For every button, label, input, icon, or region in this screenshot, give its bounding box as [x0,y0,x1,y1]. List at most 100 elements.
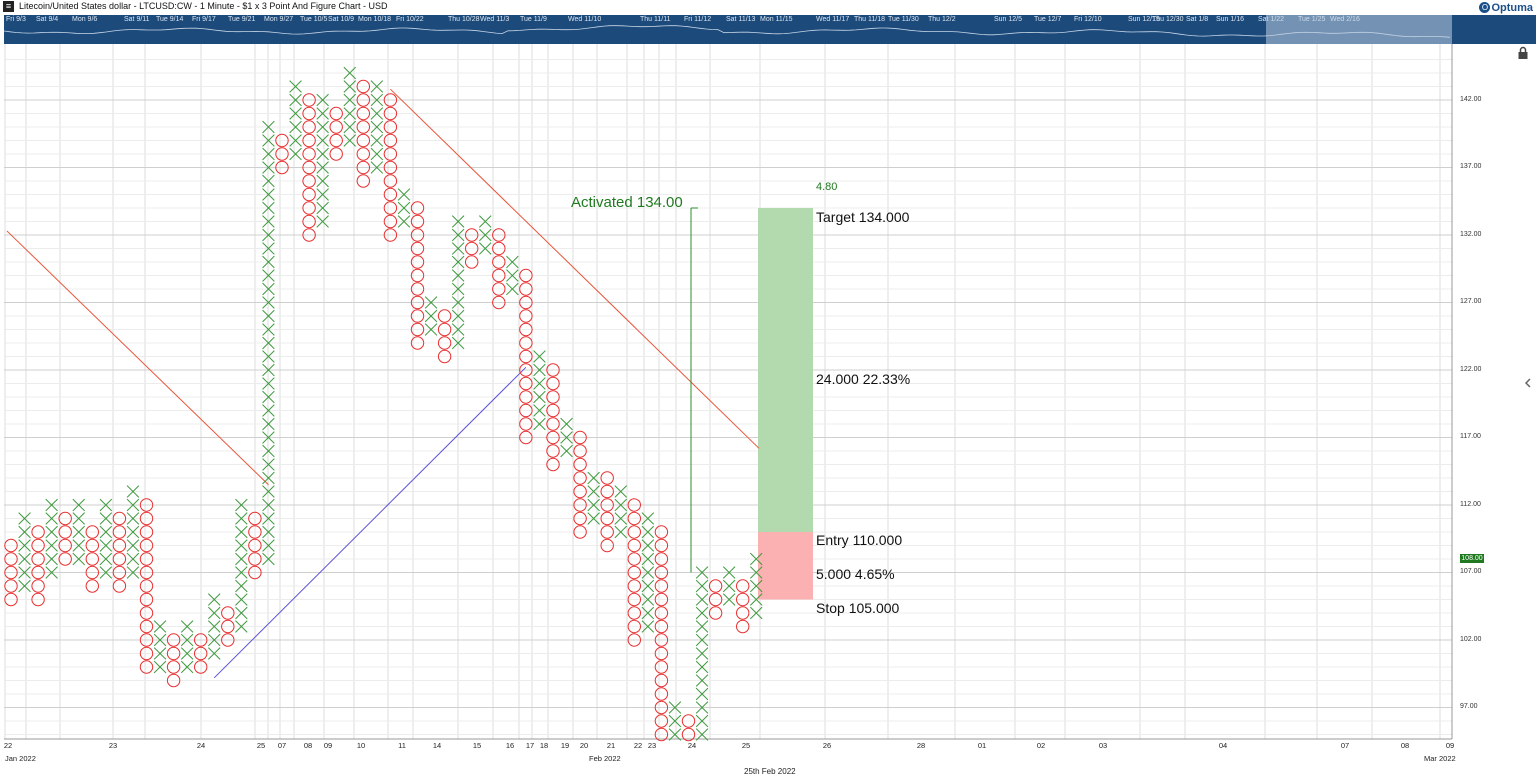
x-mark-stroke [207,647,221,660]
pf-column-x [18,512,31,593]
y-tick-label: 112.00 [1460,500,1481,508]
menu-icon[interactable]: ≡ [3,1,14,12]
o-mark [627,525,641,539]
reward-box [758,208,813,532]
chart-navigator[interactable]: Fri 9/3 Sat 9/4 Mon 9/6 Sat 9/11 Tue 9/14 Fri… [4,15,1452,44]
x-mark [262,242,275,255]
x-mark-stroke [235,539,248,552]
navigator-window[interactable] [1266,15,1452,44]
x-tick-label: 20 [579,741,589,750]
x-mark [451,282,465,296]
x-mark-stroke [370,161,384,174]
x-mark [695,674,709,687]
x-mark-stroke [343,93,357,107]
x-tick-label: 18 [539,741,549,750]
o-mark [654,552,669,566]
pf-column-o [600,471,614,553]
trendlines [6,88,760,679]
x-mark-stroke [695,579,709,593]
pf-column-x [316,93,329,228]
o-mark [221,606,235,620]
pf-column-o [465,228,479,269]
x-mark [451,323,465,336]
navigator-date: Sat 9/4 [36,16,59,23]
x-mark [262,471,275,485]
x-mark-stroke [72,539,86,552]
x-mark-stroke [262,255,275,269]
pf-column-o [681,714,696,742]
x-mark-stroke [478,242,492,255]
x-mark [235,525,248,539]
pf-column-x [397,188,411,228]
o-mark [383,133,398,148]
o-mark [437,349,452,364]
o-mark [410,309,425,323]
o-mark [112,552,127,566]
x-mark [668,728,682,741]
x-mark-stroke [722,579,736,593]
target-label: Target 134.000 [816,209,910,225]
x-mark-stroke [45,566,58,579]
x-mark-stroke [18,539,31,552]
x-mark-stroke [451,296,465,309]
x-mark [316,215,329,228]
pf-column-x [424,296,438,336]
x-mark-stroke [235,566,248,579]
x-mark-stroke [235,498,248,512]
x-mark-stroke [695,606,709,620]
lock-icon[interactable] [1517,46,1529,60]
o-mark [654,673,669,688]
navigator-date: Fri 10/22 [396,16,424,23]
o-mark [654,592,669,607]
o-mark [58,511,72,526]
x-mark [695,728,709,741]
o-mark [410,322,425,337]
o-mark [383,147,398,161]
pf-column-o [708,579,723,620]
activation-line [690,207,698,573]
navigator-date: Wed 11/3 [480,16,510,23]
x-mark-stroke [72,525,86,539]
x-mark-stroke [99,512,113,525]
x-mark [262,377,275,390]
x-tick-label: 08 [1400,741,1410,750]
x-mark-stroke [451,336,465,350]
x-mark-stroke [397,201,411,215]
o-mark [112,538,127,553]
x-mark-stroke [235,579,248,593]
o-mark [654,525,669,539]
x-mark-stroke [695,660,709,674]
o-mark [627,592,641,607]
x-mark [695,579,709,593]
x-tick-label: 02 [1036,741,1046,750]
x-mark [370,120,384,134]
pf-column-x [722,566,736,606]
o-mark [654,646,669,661]
pf-chart[interactable] [0,44,1536,783]
x-mark [262,539,275,552]
navigator-date: Sun 12/19 [1128,16,1160,23]
x-mark [207,620,221,633]
x-mark [614,512,628,525]
x-mark-stroke [506,282,519,296]
chevron-left-icon[interactable] [1524,376,1532,390]
x-mark [262,512,275,525]
pf-column-x [153,620,167,674]
pf-column-o [85,525,100,593]
x-mark [641,539,655,552]
x-mark [289,147,302,161]
x-mark-stroke [370,134,384,147]
pf-column-o [4,538,18,607]
x-mark [72,512,86,525]
pf-column-x [289,80,302,161]
pf-column-x [478,215,492,255]
pf-column-o [383,93,398,242]
x-mark [749,566,763,579]
pf-column-o [519,268,533,445]
o-mark [139,606,154,620]
navigator-date: Sat 11/13 [726,16,756,23]
navigator-date: Fri 9/17 [192,16,216,23]
x-tick-label: 17 [525,741,535,750]
x-mark [235,552,248,566]
o-mark [31,565,45,580]
